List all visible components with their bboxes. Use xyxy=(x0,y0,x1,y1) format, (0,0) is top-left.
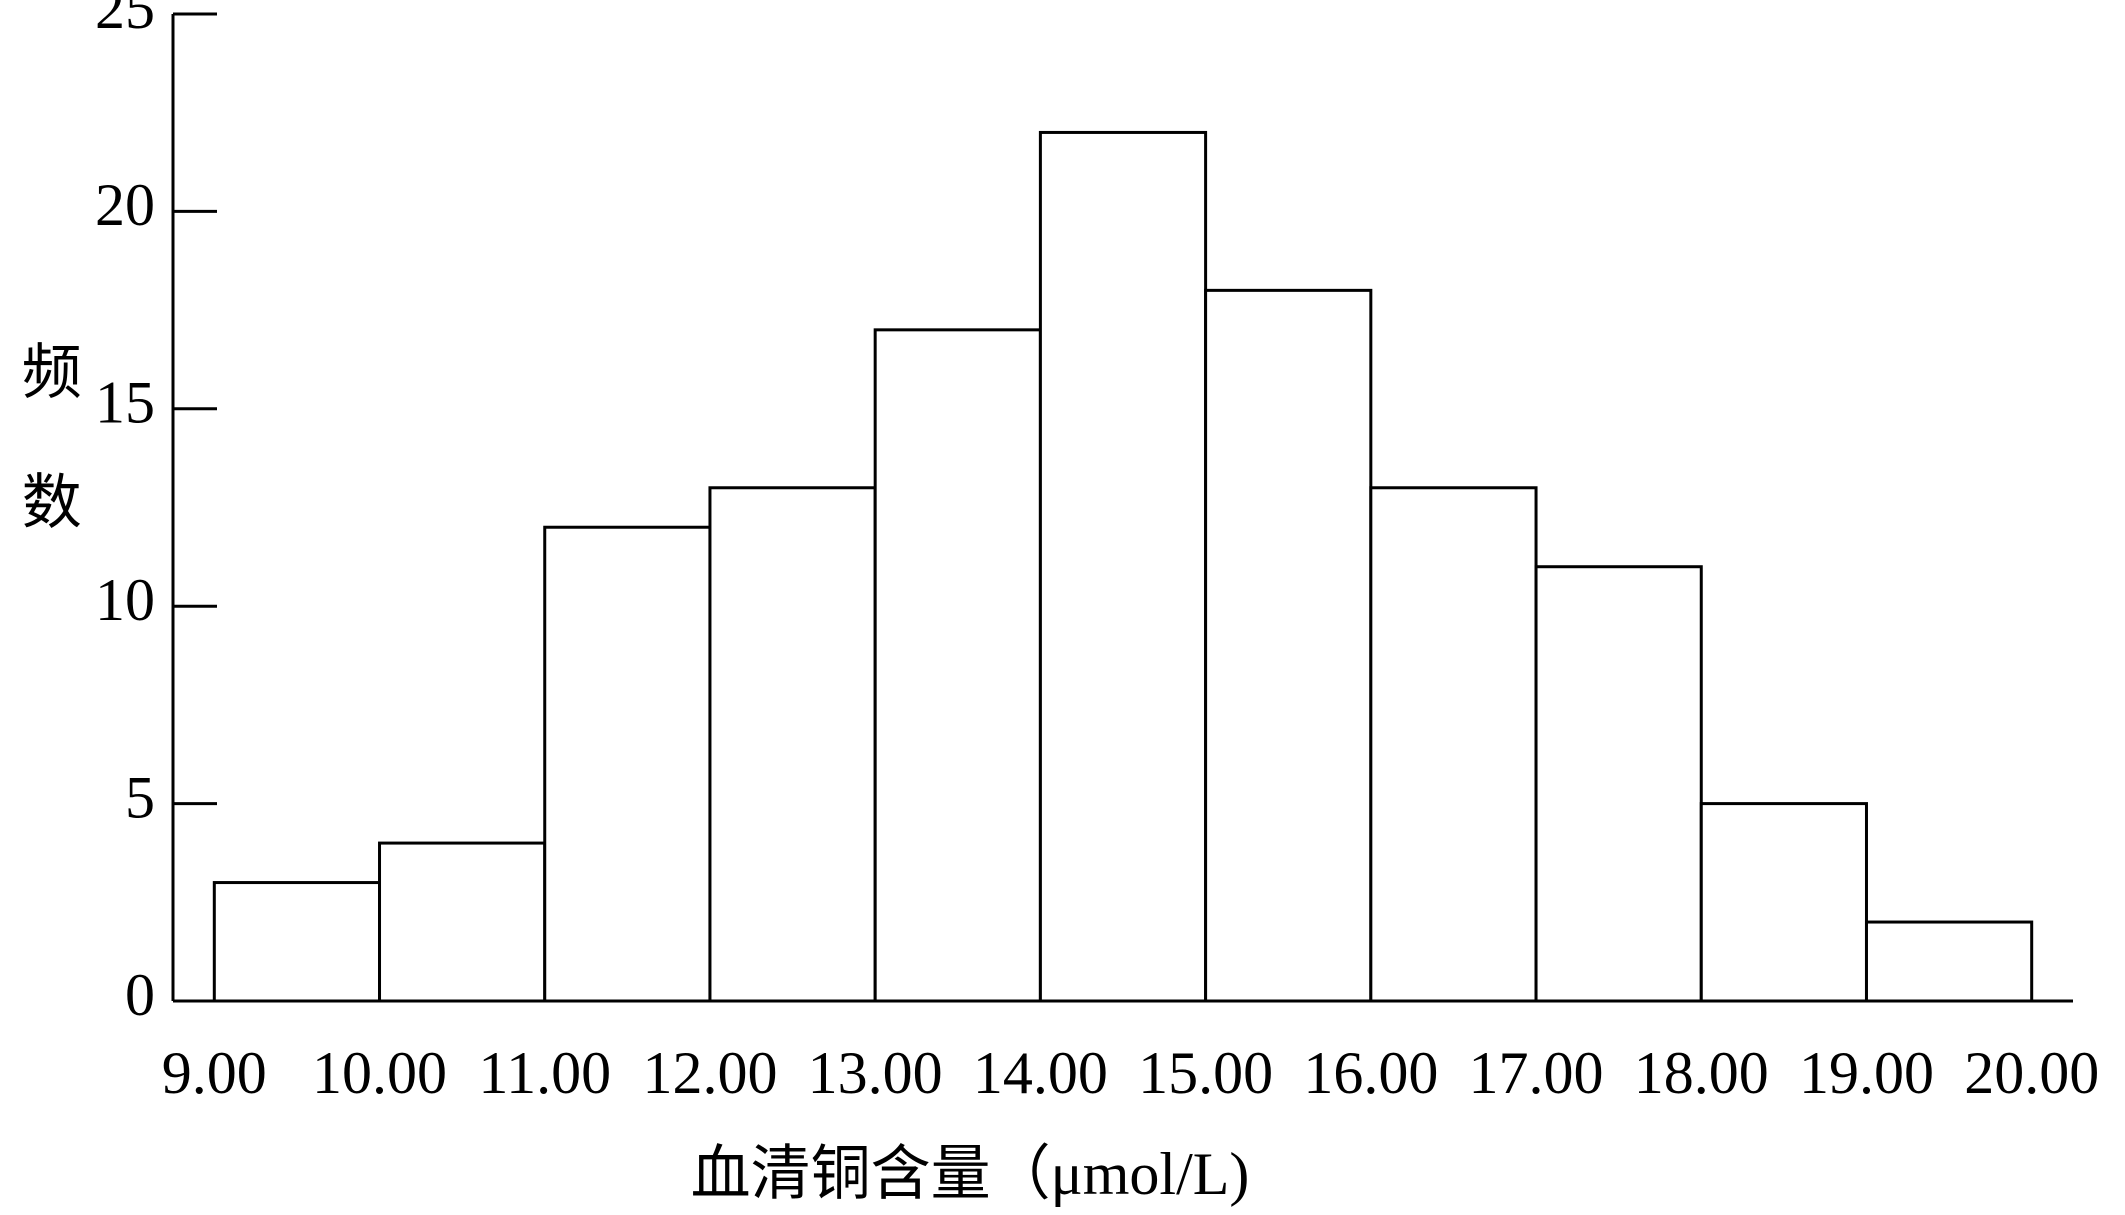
y-axis-label: 频数 xyxy=(13,340,79,600)
x-tick-label: 10.00 xyxy=(312,1040,447,1106)
y-tick-label: 20 xyxy=(95,172,155,238)
x-tick-label: 16.00 xyxy=(1303,1040,1438,1106)
bar xyxy=(378,841,547,1003)
bar xyxy=(873,328,1042,1003)
y-tick-label: 15 xyxy=(95,370,155,436)
x-tick-label: 20.00 xyxy=(1964,1040,2099,1106)
bar xyxy=(1038,130,1208,1003)
x-axis-label: 血清铜含量（μmol/L) xyxy=(691,1141,1250,1207)
bar xyxy=(212,881,382,1003)
bar xyxy=(1864,920,2034,1003)
y-tick-label: 0 xyxy=(125,962,155,1028)
x-tick-label: 15.00 xyxy=(1138,1040,1273,1106)
bar xyxy=(708,486,877,1003)
y-tick-label: 5 xyxy=(125,764,155,830)
x-tick-label: 9.00 xyxy=(162,1040,267,1106)
x-tick-label: 13.00 xyxy=(808,1040,943,1106)
x-tick-label: 18.00 xyxy=(1634,1040,1769,1106)
bar xyxy=(1534,565,1703,1003)
x-tick-label: 19.00 xyxy=(1799,1040,1934,1106)
y-tick-label: 25 xyxy=(95,0,155,41)
bar xyxy=(1699,802,1868,1003)
bar xyxy=(543,525,712,1003)
x-tick-label: 14.00 xyxy=(973,1040,1108,1106)
x-tick-label: 12.00 xyxy=(642,1040,777,1106)
bar xyxy=(1204,288,1373,1003)
x-tick-label: 17.00 xyxy=(1469,1040,1604,1106)
y-tick-label: 10 xyxy=(95,567,155,633)
x-tick-label: 11.00 xyxy=(478,1040,611,1106)
bar xyxy=(1369,486,1538,1003)
